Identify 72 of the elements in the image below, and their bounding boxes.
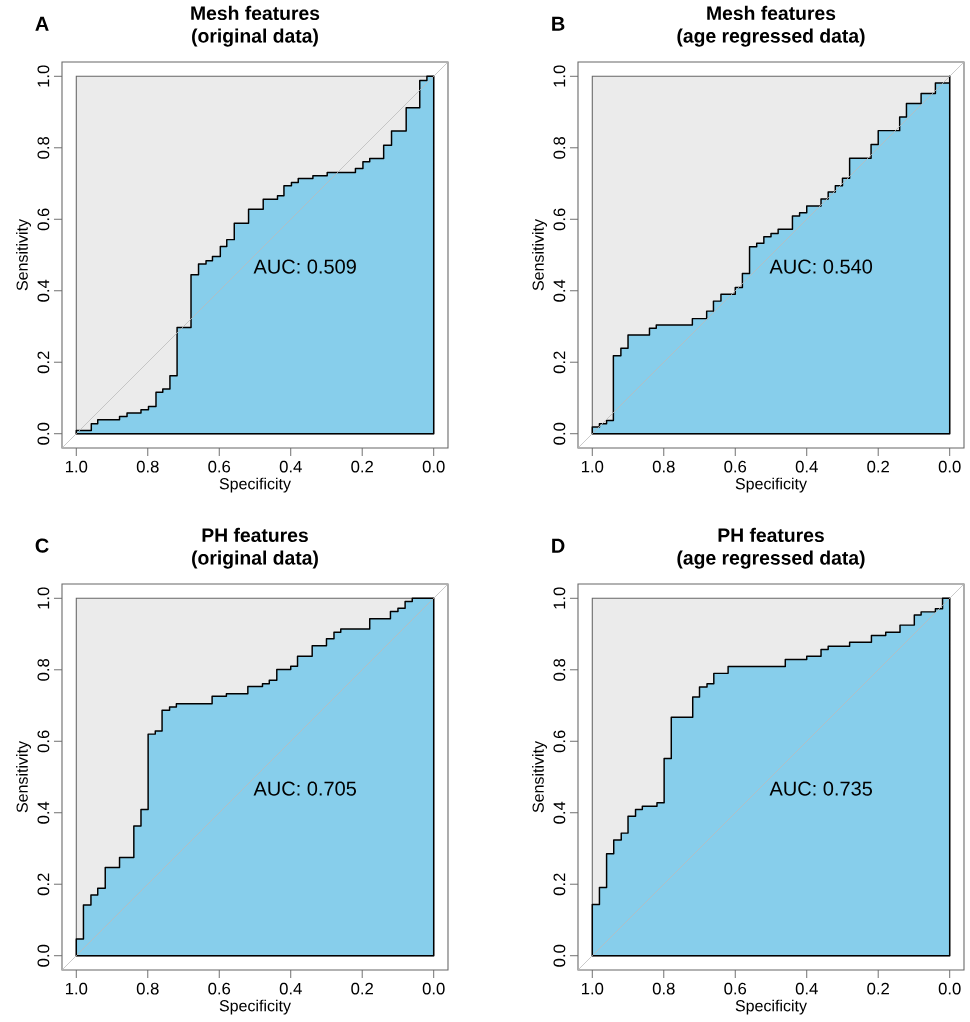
y-tick-label: 0.6 [553, 208, 566, 231]
x-axis-title: Specificity [219, 477, 291, 493]
y-tick-label: 0.8 [553, 658, 566, 681]
y-tick-label: 0.6 [37, 208, 50, 231]
y-tick-label: 0.2 [37, 873, 50, 896]
y-tick-label: 0.4 [553, 801, 566, 824]
chart-subtitle: (age regressed data) [677, 550, 865, 569]
x-tick-label: 0.4 [795, 982, 818, 995]
y-tick-label: 0.8 [37, 136, 50, 159]
y-axis-title: Sensitivity [16, 219, 31, 291]
y-tick-label: 1.0 [553, 65, 566, 87]
x-tick-label: 0.4 [279, 460, 302, 473]
y-tick-label: 0.8 [37, 658, 50, 681]
y-tick-label: 0.2 [553, 351, 566, 374]
x-axis-title: Specificity [219, 999, 291, 1015]
y-tick-label: 0.4 [553, 279, 566, 302]
x-tick-label: 1.0 [65, 460, 88, 473]
text: C [35, 538, 49, 553]
y-tick-label: 0.0 [553, 944, 566, 967]
annotation: AUC: 0.540 [769, 259, 873, 274]
y-tick-label: 1.0 [37, 65, 50, 87]
x-tick-label: 0.2 [867, 460, 889, 473]
y-tick-label: 0.8 [553, 136, 566, 159]
annotation: AUC: 0.735 [769, 781, 873, 796]
x-axis-title: Specificity [735, 477, 807, 493]
x-tick-label: 1.0 [581, 460, 604, 473]
x-tick-label: 0.0 [422, 982, 445, 995]
chart-title: Mesh features [191, 5, 320, 21]
x-tick-label: 0.2 [867, 982, 889, 995]
y-tick-label: 0.0 [37, 944, 50, 967]
text: D [552, 538, 565, 553]
x-tick-label: 0.0 [938, 982, 961, 995]
chart-subtitle: (original data) [192, 550, 318, 569]
text: A [35, 16, 49, 31]
annotation: AUC: 0.705 [253, 781, 357, 796]
x-tick-label: 0.0 [422, 460, 445, 473]
x-tick-label: 0.4 [795, 460, 818, 473]
y-tick-label: 0.6 [553, 730, 566, 753]
chart-subtitle: (age regressed data) [677, 28, 865, 47]
chart-title: PH features [202, 527, 308, 543]
x-tick-label: 0.8 [136, 460, 159, 473]
y-tick-label: 0.4 [37, 801, 50, 824]
x-tick-label: 0.6 [724, 460, 747, 473]
x-tick-label: 0.6 [208, 460, 231, 473]
x-tick-label: 0.6 [724, 982, 747, 995]
y-tick-label: 0.6 [37, 730, 50, 753]
annotation: AUC: 0.509 [253, 259, 356, 274]
chart-title: PH features [718, 527, 824, 543]
y-tick-label: 0.0 [37, 422, 50, 445]
x-tick-label: 0.0 [938, 460, 961, 473]
y-tick-label: 0.4 [37, 279, 50, 302]
x-tick-label: 0.6 [208, 982, 231, 995]
x-tick-label: 0.8 [652, 982, 675, 995]
y-axis-title: Sensitivity [16, 741, 31, 813]
chart-subtitle: (original data) [192, 28, 318, 47]
x-tick-label: 1.0 [65, 982, 88, 995]
x-tick-label: 0.8 [652, 460, 675, 473]
x-tick-label: 1.0 [581, 982, 604, 995]
y-tick-label: 0.2 [553, 873, 566, 896]
y-tick-label: 0.2 [37, 351, 50, 374]
x-tick-label: 0.2 [351, 460, 373, 473]
x-tick-label: 0.4 [279, 982, 302, 995]
y-tick-label: 0.0 [553, 422, 566, 445]
x-tick-label: 0.8 [136, 982, 159, 995]
y-axis-title: Sensitivity [532, 219, 547, 291]
y-tick-label: 1.0 [37, 587, 50, 609]
text: B [552, 16, 565, 31]
x-tick-label: 0.2 [351, 982, 373, 995]
y-axis-title: Sensitivity [532, 741, 547, 813]
x-axis-title: Specificity [735, 999, 807, 1015]
chart-title: Mesh features [707, 5, 836, 21]
y-tick-label: 1.0 [553, 587, 566, 609]
